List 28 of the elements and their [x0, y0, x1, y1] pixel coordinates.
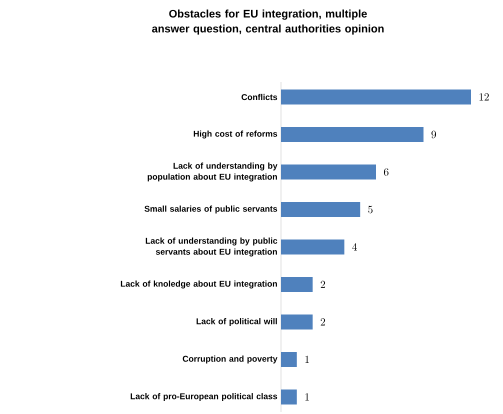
bar [281, 240, 344, 255]
data-label: 1 [305, 356, 309, 364]
bar [281, 277, 313, 292]
chart-title: Obstacles for EU integration, multiple answer question, central authorities opinion [152, 10, 384, 35]
data-label: 6 [384, 168, 389, 176]
y-tick-label: Lack of political will [196, 318, 277, 326]
y-tick-label: Lack of understanding by public servants about EU integration [146, 238, 278, 256]
data-label: 5 [368, 206, 373, 214]
y-tick-label: Conflicts [242, 94, 278, 100]
y-tick-label: Lack of knoledge about EU integration [120, 280, 277, 288]
data-label: 2 [320, 318, 326, 326]
bar [281, 352, 297, 368]
y-tick-label: Lack of pro-European political class [130, 393, 278, 401]
data-label: 9 [431, 130, 436, 138]
bar [281, 127, 424, 142]
y-tick-label: Lack of understanding by population about EU integration [148, 162, 278, 182]
bar [281, 164, 376, 180]
data-label: 12 [479, 93, 489, 101]
bar [281, 390, 297, 405]
data-label: 2 [320, 280, 326, 288]
y-tick-label: Small salaries of public servants [144, 206, 278, 214]
bar [281, 90, 471, 105]
y-tick-label: Corruption and poverty [182, 356, 278, 364]
y-tick-label: High cost of reforms [194, 130, 278, 138]
bar [281, 314, 313, 330]
data-label: 1 [305, 393, 309, 401]
bar [281, 202, 360, 218]
data-label: 4 [352, 243, 357, 251]
